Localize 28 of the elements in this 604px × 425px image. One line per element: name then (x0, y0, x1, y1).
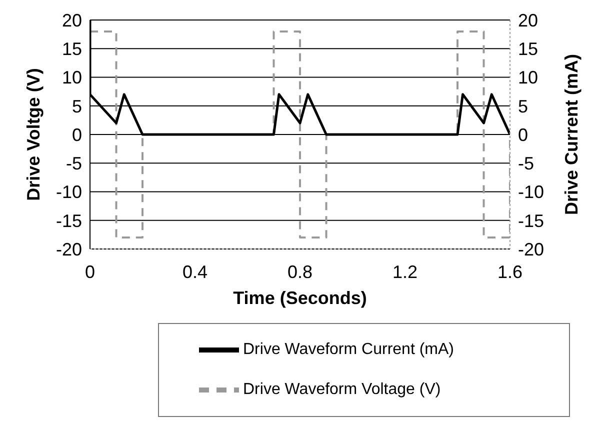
y2-tick-label: 10 (518, 68, 538, 88)
x-tick-label: 1.6 (497, 262, 523, 282)
y2-tick-label: -15 (518, 210, 544, 231)
y2-tick-label: 15 (518, 39, 538, 60)
y2-tick-label: 5 (518, 96, 528, 116)
y2-tick-label: 0 (518, 124, 528, 145)
y2-axis-title: Drive Current (mA) (561, 54, 582, 216)
y-tick-label: -10 (56, 182, 82, 202)
y2-tick-label: -10 (518, 182, 544, 202)
y-axis-title: Drive Voltge (V) (23, 68, 44, 201)
x-axis-title: Time (Seconds) (233, 288, 367, 308)
x-tick-label: 1.2 (392, 262, 418, 282)
legend-label: Drive Waveform Current (mA) (243, 341, 454, 358)
y-tick-label: 15 (62, 39, 82, 60)
y-tick-label: 10 (62, 68, 82, 88)
x-tick-label: 0 (84, 262, 96, 282)
y2-tick-label: -20 (518, 239, 544, 260)
y-tick-label: 0 (72, 124, 82, 145)
y2-tick-label: -5 (518, 154, 534, 174)
y-tick-label: 5 (72, 96, 82, 116)
legend-label: Drive Waveform Voltage (V) (243, 381, 441, 398)
y-tick-label: -5 (66, 154, 82, 174)
x-tick-label: 0.8 (287, 262, 313, 282)
y-tick-label: 20 (62, 10, 82, 30)
y2-tick-label: 20 (518, 10, 538, 30)
y-tick-label: -15 (56, 210, 82, 231)
x-tick-label: 0.4 (182, 262, 208, 282)
y-tick-label: -20 (56, 239, 82, 260)
